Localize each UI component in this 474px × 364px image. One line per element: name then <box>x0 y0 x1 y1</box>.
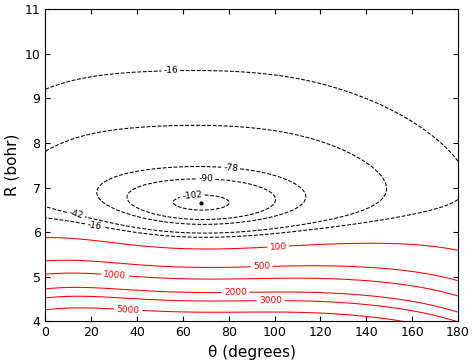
Text: -78: -78 <box>223 163 238 173</box>
Text: 5000: 5000 <box>116 305 140 315</box>
Text: 500: 500 <box>253 262 270 271</box>
X-axis label: θ (degrees): θ (degrees) <box>208 345 296 360</box>
Text: -16: -16 <box>86 220 102 231</box>
Text: 2000: 2000 <box>224 288 247 297</box>
Text: 1000: 1000 <box>103 270 127 280</box>
Text: -42: -42 <box>68 209 84 221</box>
Text: -16: -16 <box>164 66 178 75</box>
Text: -90: -90 <box>199 174 213 184</box>
Text: 100: 100 <box>269 242 287 252</box>
Text: 3000: 3000 <box>259 296 282 305</box>
Y-axis label: R (bohr): R (bohr) <box>4 134 19 197</box>
Text: -102: -102 <box>182 190 203 201</box>
